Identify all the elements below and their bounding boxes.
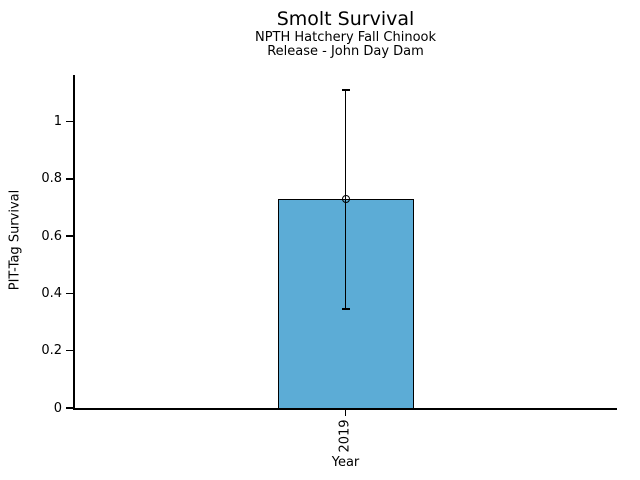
y-tick-mark-1 [66, 120, 73, 123]
y-tick-mark-0.8 [66, 178, 73, 180]
chart-subtitle-line-2: Release - John Day Dam [267, 43, 424, 59]
error-bar-cap-bottom [341, 308, 350, 310]
chart-subtitle-line-1: NPTH Hatchery Fall Chinook [254, 29, 437, 45]
error-bar-cap-top [341, 89, 350, 91]
y-tick-mark-0 [66, 407, 73, 409]
x-axis-label: Year [331, 455, 360, 470]
y-tick-label-0.4: 0.4 [41, 285, 62, 301]
y-tick-mark-0.4 [66, 292, 73, 295]
y-tick-mark-0.6 [66, 235, 73, 237]
y-tick-mark-0.2 [66, 349, 73, 352]
chart-header: Smolt Survival NPTH Hatchery Fall Chinoo… [74, 8, 617, 59]
y-tick-label-0.2: 0.2 [41, 343, 62, 359]
y-axis-spine [73, 75, 75, 410]
y-tick-label-0.8: 0.8 [41, 171, 62, 187]
y-tick-label-0: 0 [53, 400, 62, 416]
y-axis-label: PIT-Tag Survival [7, 189, 23, 291]
x-tick-label-2019: 2019 [337, 419, 352, 453]
y-tick-label-0.6: 0.6 [41, 228, 62, 244]
data-point-marker [341, 194, 350, 203]
y-tick-label-1: 1 [53, 114, 62, 130]
x-tick-2019 [344, 409, 347, 416]
chart-title: Smolt Survival [276, 8, 415, 30]
